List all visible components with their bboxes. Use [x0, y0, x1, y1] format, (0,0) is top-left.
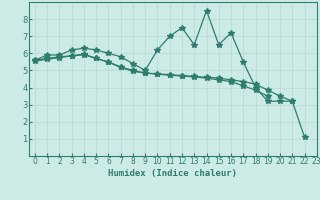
X-axis label: Humidex (Indice chaleur): Humidex (Indice chaleur): [108, 169, 237, 178]
